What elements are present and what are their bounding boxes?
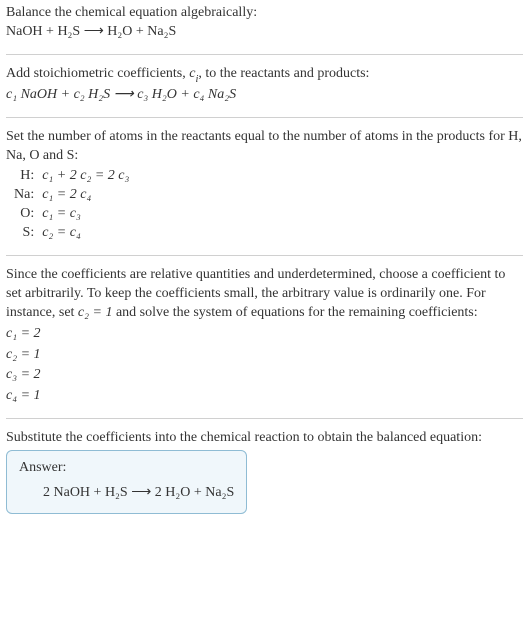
section-atom-balance: Set the number of atoms in the reactants… xyxy=(6,128,523,243)
atom-equation: c₁ + 2 c₂ = 2 c₃ xyxy=(38,167,133,186)
atom-label: Na: xyxy=(10,186,38,205)
atom-row: Na: c₁ = 2 c₄ xyxy=(10,186,133,205)
solution-line: c₄ = 1 xyxy=(6,387,523,406)
add-coeffs-text: Add stoichiometric coefficients, ci, to … xyxy=(6,65,523,86)
text-part-b: , to the reactants and products: xyxy=(198,66,369,81)
c2-fixed: c₂ = 1 xyxy=(78,305,113,320)
solution-line: c₁ = 2 xyxy=(6,325,523,344)
divider xyxy=(6,418,523,419)
solve-text-b: and solve the system of equations for th… xyxy=(112,305,477,320)
atom-label: O: xyxy=(10,205,38,224)
atom-balance-table: H: c₁ + 2 c₂ = 2 c₃ Na: c₁ = 2 c₄ O: c₁ … xyxy=(10,167,133,243)
answer-label: Answer: xyxy=(19,459,234,478)
atom-label: H: xyxy=(10,167,38,186)
section-add-coeffs: Add stoichiometric coefficients, ci, to … xyxy=(6,65,523,105)
coeff-equation: c₁ NaOH + c₂ H₂S ⟶ c₃ H₂O + c₄ Na₂S xyxy=(6,86,523,105)
balanced-equation: 2 NaOH + H₂S ⟶ 2 H₂O + Na₂S xyxy=(19,484,234,503)
atom-balance-intro: Set the number of atoms in the reactants… xyxy=(6,128,523,166)
balance-prompt-line: Balance the chemical equation algebraica… xyxy=(6,4,523,23)
answer-intro: Substitute the coefficients into the che… xyxy=(6,429,523,448)
solution-line: c₃ = 2 xyxy=(6,366,523,385)
answer-box: Answer: 2 NaOH + H₂S ⟶ 2 H₂O + Na₂S xyxy=(6,450,247,514)
atom-equation: c₁ = 2 c₄ xyxy=(38,186,133,205)
divider xyxy=(6,117,523,118)
atom-label: S: xyxy=(10,224,38,243)
atom-row: H: c₁ + 2 c₂ = 2 c₃ xyxy=(10,167,133,186)
atom-row: O: c₁ = c₃ xyxy=(10,205,133,224)
atom-equation: c₁ = c₃ xyxy=(38,205,133,224)
atom-equation: c₂ = c₄ xyxy=(38,224,133,243)
document-container: Balance the chemical equation algebraica… xyxy=(0,0,529,520)
section-answer: Substitute the coefficients into the che… xyxy=(6,429,523,514)
solve-text: Since the coefficients are relative quan… xyxy=(6,266,523,323)
section-solve: Since the coefficients are relative quan… xyxy=(6,266,523,406)
divider xyxy=(6,54,523,55)
section-balance-prompt: Balance the chemical equation algebraica… xyxy=(6,4,523,42)
atom-row: S: c₂ = c₄ xyxy=(10,224,133,243)
text-part-a: Add stoichiometric coefficients, xyxy=(6,66,189,81)
ci-subscript: i xyxy=(195,74,198,85)
unbalanced-equation: NaOH + H₂S ⟶ H₂O + Na₂S xyxy=(6,23,523,42)
solution-line: c₂ = 1 xyxy=(6,346,523,365)
divider xyxy=(6,255,523,256)
